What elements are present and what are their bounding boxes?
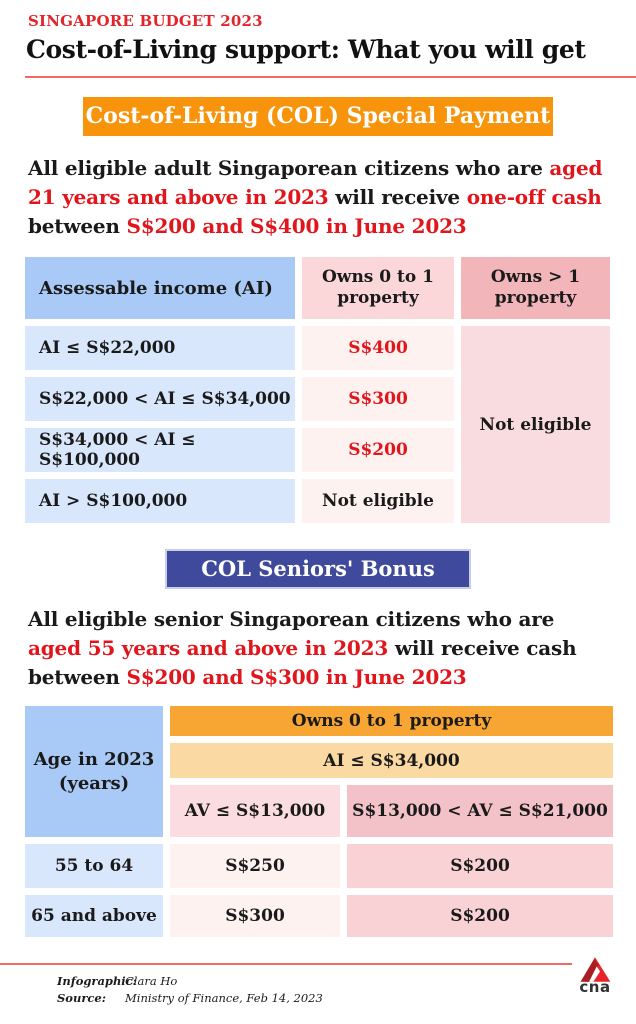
header-av-low: AV ≤ S$13,000 bbox=[170, 785, 340, 837]
special-payment-intro: All eligible adult Singaporean citizens … bbox=[28, 156, 603, 238]
page-title: Cost-of-Living support: What you will ge… bbox=[26, 35, 586, 64]
header-ai-limit: AI ≤ S$34,000 bbox=[170, 743, 613, 778]
cna-logo-icon bbox=[580, 957, 611, 982]
cna-logo-text: cna bbox=[579, 978, 611, 996]
special-payment-table: Assessable income (AI) Owns 0 to 1 prope… bbox=[25, 257, 636, 523]
bonus-amount: S$300 bbox=[170, 895, 340, 937]
payment-amount: Not eligible bbox=[302, 479, 454, 523]
infographic-label: Infographic: bbox=[57, 974, 137, 988]
payment-amount: S$300 bbox=[302, 377, 454, 421]
infographic-value: Clara Ho bbox=[125, 974, 178, 988]
row-header-age: Age in 2023 (years) bbox=[25, 706, 163, 837]
col-header-owns-more-1: Owns > 1 property bbox=[461, 257, 610, 319]
title-divider bbox=[25, 76, 636, 78]
income-band: AI > S$100,000 bbox=[25, 479, 295, 523]
source-value: Ministry of Finance, Feb 14, 2023 bbox=[125, 990, 323, 1005]
kicker: SINGAPORE BUDGET 2023 bbox=[28, 12, 263, 30]
income-band: AI ≤ S$22,000 bbox=[25, 326, 295, 370]
not-eligible-cell: Not eligible bbox=[461, 326, 610, 523]
bonus-amount: S$200 bbox=[347, 844, 613, 888]
seniors-bonus-table: Age in 2023 (years) Owns 0 to 1 property… bbox=[25, 706, 636, 937]
age-band: 55 to 64 bbox=[25, 844, 163, 888]
special-payment-banner: Cost-of-Living (COL) Special Payment bbox=[83, 97, 553, 136]
income-band: S$34,000 < AI ≤ S$100,000 bbox=[25, 428, 295, 472]
header-av-high: S$13,000 < AV ≤ S$21,000 bbox=[347, 785, 613, 837]
age-band: 65 and above bbox=[25, 895, 163, 937]
payment-amount: S$200 bbox=[302, 428, 454, 472]
col-header-owns-0-1: Owns 0 to 1 property bbox=[302, 257, 454, 319]
payment-amount: S$400 bbox=[302, 326, 454, 370]
source-label: Source: bbox=[57, 990, 106, 1005]
cna-logo: cna bbox=[572, 955, 618, 995]
credits: Infographic: Clara Ho Source: Ministry o… bbox=[57, 973, 636, 1006]
bonus-amount: S$200 bbox=[347, 895, 613, 937]
seniors-bonus-intro: All eligible senior Singaporean citizens… bbox=[28, 607, 577, 689]
footer: Infographic: Clara Ho Source: Ministry o… bbox=[0, 957, 636, 1006]
bonus-amount: S$250 bbox=[170, 844, 340, 888]
col-header-income: Assessable income (AI) bbox=[25, 257, 295, 319]
income-band: S$22,000 < AI ≤ S$34,000 bbox=[25, 377, 295, 421]
header-owns-0-1: Owns 0 to 1 property bbox=[170, 706, 613, 736]
footer-divider bbox=[0, 963, 572, 965]
seniors-bonus-banner: COL Seniors' Bonus bbox=[165, 549, 471, 589]
